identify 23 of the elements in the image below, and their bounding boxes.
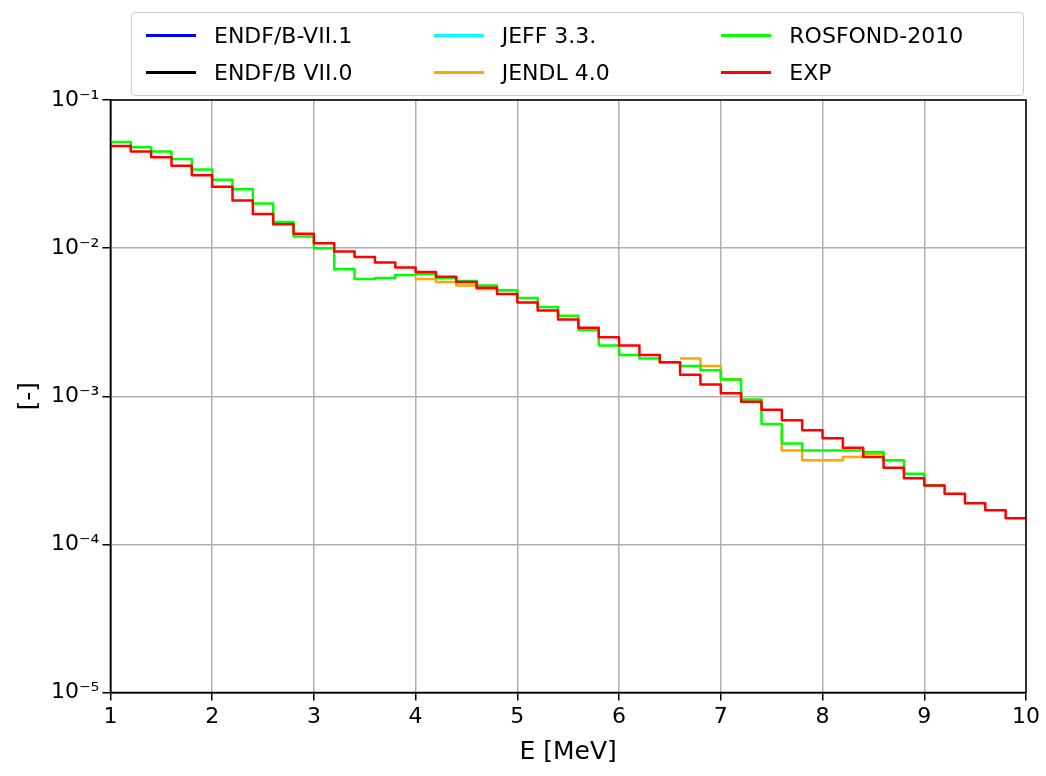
y-tick-label: 10⁻³ xyxy=(50,382,100,408)
x-tick-label: 3 xyxy=(306,702,321,728)
y-tick-label: 10⁻⁴ xyxy=(50,530,100,556)
x-tick-label: 5 xyxy=(510,702,525,728)
x-tick-label: 8 xyxy=(815,702,830,728)
legend-label: ENDF/B-VII.1 xyxy=(214,23,353,48)
x-tick-label: 1 xyxy=(103,702,118,728)
x-tick-label: 7 xyxy=(713,702,728,728)
x-tick-label: 4 xyxy=(408,702,423,728)
legend-label: JENDL 4.0 xyxy=(501,60,610,85)
y-axis-title: [-] xyxy=(12,382,42,411)
x-axis-title: E [MeV] xyxy=(519,735,617,765)
x-tick-label: 6 xyxy=(612,702,627,728)
y-tick-label: 10⁻² xyxy=(50,233,100,259)
x-tick-label: 9 xyxy=(917,702,932,728)
legend-label: ENDF/B VII.0 xyxy=(214,60,353,85)
x-tick-label: 2 xyxy=(205,702,220,728)
x-tick-label: 10 xyxy=(1012,702,1040,728)
y-tick-label: 10⁻¹ xyxy=(50,85,100,111)
legend-label: JEFF 3.3. xyxy=(501,23,597,48)
legend-label: EXP xyxy=(789,60,832,85)
y-tick-label: 10⁻⁵ xyxy=(50,678,100,704)
legend-label: ROSFOND-2010 xyxy=(789,23,964,48)
